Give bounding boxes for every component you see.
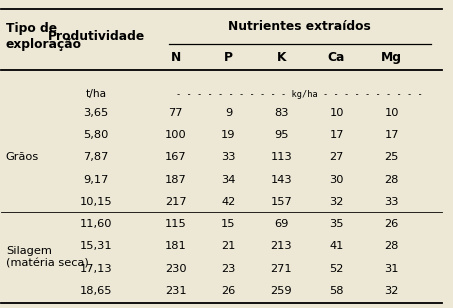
Text: 7,87: 7,87 — [83, 152, 109, 162]
Text: 15: 15 — [221, 219, 236, 229]
Text: 230: 230 — [165, 264, 186, 274]
Text: 69: 69 — [274, 219, 289, 229]
Text: 34: 34 — [221, 175, 236, 184]
Text: 77: 77 — [169, 108, 183, 118]
Text: K: K — [277, 51, 286, 63]
Text: 10: 10 — [329, 108, 344, 118]
Text: 113: 113 — [270, 152, 292, 162]
Text: 35: 35 — [329, 219, 344, 229]
Text: 3,65: 3,65 — [83, 108, 109, 118]
Text: 30: 30 — [329, 175, 344, 184]
Text: 25: 25 — [385, 152, 399, 162]
Text: Tipo de
exploração: Tipo de exploração — [6, 22, 82, 51]
Text: 33: 33 — [221, 152, 236, 162]
Text: 83: 83 — [274, 108, 289, 118]
Text: 115: 115 — [165, 219, 187, 229]
Text: 18,65: 18,65 — [80, 286, 112, 296]
Text: 26: 26 — [385, 219, 399, 229]
Text: 32: 32 — [329, 197, 344, 207]
Text: 28: 28 — [385, 175, 399, 184]
Text: 100: 100 — [165, 130, 187, 140]
Text: - - - - - - - - - - - kg/ha - - - - - - - - - -: - - - - - - - - - - - kg/ha - - - - - - … — [176, 90, 422, 99]
Text: 19: 19 — [221, 130, 236, 140]
Text: Grãos: Grãos — [6, 152, 39, 162]
Text: 10,15: 10,15 — [80, 197, 112, 207]
Text: 33: 33 — [385, 197, 399, 207]
Text: 5,80: 5,80 — [83, 130, 109, 140]
Text: 17: 17 — [329, 130, 344, 140]
Text: Ca: Ca — [328, 51, 345, 63]
Text: 213: 213 — [270, 241, 292, 252]
Text: 23: 23 — [221, 264, 236, 274]
Text: N: N — [170, 51, 181, 63]
Text: P: P — [224, 51, 233, 63]
Text: 21: 21 — [221, 241, 236, 252]
Text: 157: 157 — [270, 197, 292, 207]
Text: Mg: Mg — [381, 51, 402, 63]
Text: 217: 217 — [165, 197, 186, 207]
Text: 231: 231 — [165, 286, 186, 296]
Text: 17,13: 17,13 — [80, 264, 112, 274]
Text: Nutrientes extraídos: Nutrientes extraídos — [228, 20, 371, 33]
Text: Silagem
(matéria seca): Silagem (matéria seca) — [6, 246, 88, 269]
Text: 52: 52 — [329, 264, 344, 274]
Text: 181: 181 — [165, 241, 187, 252]
Text: 15,31: 15,31 — [80, 241, 112, 252]
Text: 41: 41 — [329, 241, 344, 252]
Text: Produtividade: Produtividade — [48, 30, 145, 43]
Text: 17: 17 — [385, 130, 399, 140]
Text: 187: 187 — [165, 175, 187, 184]
Text: 11,60: 11,60 — [80, 219, 112, 229]
Text: 42: 42 — [222, 197, 236, 207]
Text: 167: 167 — [165, 152, 186, 162]
Text: 27: 27 — [329, 152, 344, 162]
Text: 31: 31 — [385, 264, 399, 274]
Text: 9: 9 — [225, 108, 232, 118]
Text: t/ha: t/ha — [86, 90, 107, 99]
Text: 32: 32 — [385, 286, 399, 296]
Text: 143: 143 — [270, 175, 292, 184]
Text: 9,17: 9,17 — [83, 175, 109, 184]
Text: 95: 95 — [274, 130, 289, 140]
Text: 58: 58 — [329, 286, 344, 296]
Text: 28: 28 — [385, 241, 399, 252]
Text: 26: 26 — [222, 286, 236, 296]
Text: 271: 271 — [270, 264, 292, 274]
Text: 259: 259 — [270, 286, 292, 296]
Text: 10: 10 — [385, 108, 399, 118]
